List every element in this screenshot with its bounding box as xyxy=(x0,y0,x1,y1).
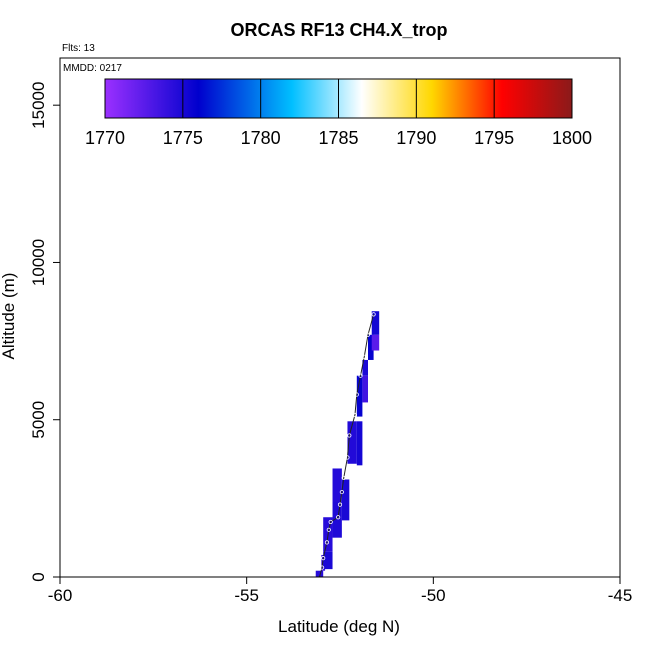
x-axis-label: Latitude (deg N) xyxy=(278,617,400,636)
data-cells xyxy=(315,311,380,577)
colorbar-ticks: 1770 1775 1780 1785 1790 1795 1800 xyxy=(85,79,592,148)
data-cell xyxy=(332,501,342,538)
x-tick-label: -50 xyxy=(421,586,446,605)
data-cell xyxy=(341,479,350,521)
track-point xyxy=(321,556,326,561)
track-point xyxy=(326,527,331,532)
track-point xyxy=(328,519,333,525)
data-cell xyxy=(332,468,342,502)
track-point xyxy=(339,489,344,495)
y-tick-label: 10000 xyxy=(29,239,48,286)
track-point xyxy=(319,565,325,570)
y-tick-label: 5000 xyxy=(29,401,48,439)
date-note: MMDD: 0217 xyxy=(63,63,122,74)
flight-track xyxy=(318,312,376,578)
x-tick-label: -45 xyxy=(608,586,633,605)
data-cell xyxy=(371,311,380,335)
y-tick-label: 0 xyxy=(29,572,48,581)
track-point xyxy=(352,412,358,418)
track-point xyxy=(336,515,341,520)
data-cell xyxy=(371,334,380,351)
data-cell xyxy=(347,421,357,464)
colorbar: 1770 1775 1780 1785 1790 1795 1800 xyxy=(85,78,592,148)
track-point xyxy=(324,540,330,545)
track-line xyxy=(318,314,375,578)
track-point xyxy=(358,373,363,378)
colorbar-tick-label: 1785 xyxy=(318,128,358,148)
x-tick-label: -60 xyxy=(48,586,73,605)
y-axis-label: Altitude (m) xyxy=(0,273,18,360)
track-point xyxy=(362,354,367,359)
colorbar-tick-label: 1790 xyxy=(396,128,436,148)
data-cell xyxy=(368,334,374,360)
track-point xyxy=(347,433,352,438)
y-tick-label: 15000 xyxy=(29,82,48,129)
colorbar-tick-label: 1780 xyxy=(241,128,281,148)
track-point xyxy=(341,475,346,481)
track-point xyxy=(365,332,371,337)
track-point xyxy=(371,312,376,317)
data-cell xyxy=(356,375,363,417)
colorbar-tick-label: 1770 xyxy=(85,128,125,148)
data-cell xyxy=(323,551,333,570)
colorbar-tick-label: 1775 xyxy=(163,128,203,148)
data-cell xyxy=(362,359,368,376)
x-tick-label: -55 xyxy=(234,586,259,605)
track-point xyxy=(337,502,343,507)
flights-note: Flts: 13 xyxy=(62,43,95,54)
colorbar-tick-label: 1800 xyxy=(552,128,592,148)
colorbar-tick-label: 1795 xyxy=(474,128,514,148)
y-axis: 0 5000 10000 15000 xyxy=(29,82,61,582)
data-cell xyxy=(315,570,324,577)
data-cell xyxy=(362,375,368,403)
track-point xyxy=(345,455,350,460)
track-point xyxy=(354,392,359,397)
x-axis: -60 -55 -50 -45 xyxy=(48,576,633,605)
chart-title: ORCAS RF13 CH4.X_trop xyxy=(230,20,447,40)
data-cell xyxy=(356,421,363,466)
